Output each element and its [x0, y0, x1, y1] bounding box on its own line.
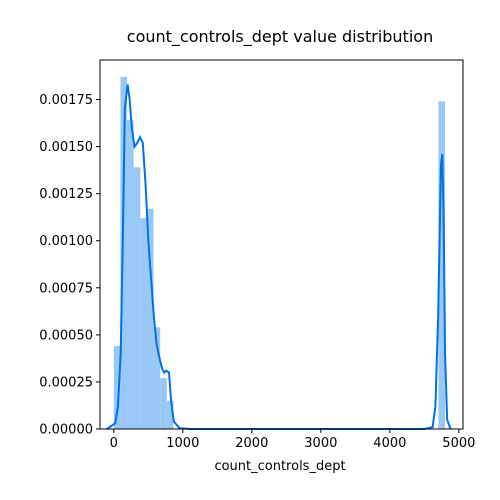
x-axis-label: count_controls_dept [214, 459, 345, 474]
y-tick-label: 0.00175 [39, 93, 93, 108]
x-tick-label: 5000 [442, 436, 475, 451]
x-axis-ticks: 0 1000 2000 3000 4000 5000 [110, 429, 475, 451]
plot-background [100, 60, 463, 429]
histogram-bar [120, 76, 128, 429]
plot-area [100, 60, 463, 429]
x-tick-label: 1000 [166, 436, 199, 451]
x-tick-label: 3000 [304, 436, 337, 451]
histogram-bar [113, 346, 121, 429]
chart-title: count_controls_dept value distribution [127, 27, 433, 47]
y-tick-label: 0.00025 [39, 375, 93, 390]
histogram-bar [438, 101, 446, 429]
axes-border [99, 59, 464, 430]
y-tick-label: 0.00000 [39, 423, 93, 438]
y-tick-label: 0.00050 [39, 328, 93, 343]
histogram-bar [153, 327, 161, 429]
x-tick-label: 2000 [235, 436, 268, 451]
axes-frame [99, 59, 464, 430]
y-tick-label: 0.00125 [39, 187, 93, 202]
y-tick-label: 0.00100 [39, 234, 93, 249]
y-tick-label: 0.00150 [39, 140, 93, 155]
x-tick-label: 0 [110, 436, 118, 451]
histogram-bar [160, 378, 167, 429]
kde-line [106, 84, 452, 430]
histogram-bar [127, 120, 134, 429]
histogram-bar [146, 208, 154, 429]
y-axis-ticks: 0.00000 0.00025 0.00050 0.00075 0.00100 0.001… [39, 93, 100, 438]
histogram-bar [140, 218, 147, 429]
histogram-bars [113, 76, 446, 429]
x-tick-label: 4000 [373, 436, 406, 451]
histogram-bar [133, 167, 141, 429]
y-tick-label: 0.00075 [39, 281, 93, 296]
histogram-bar [166, 400, 174, 429]
